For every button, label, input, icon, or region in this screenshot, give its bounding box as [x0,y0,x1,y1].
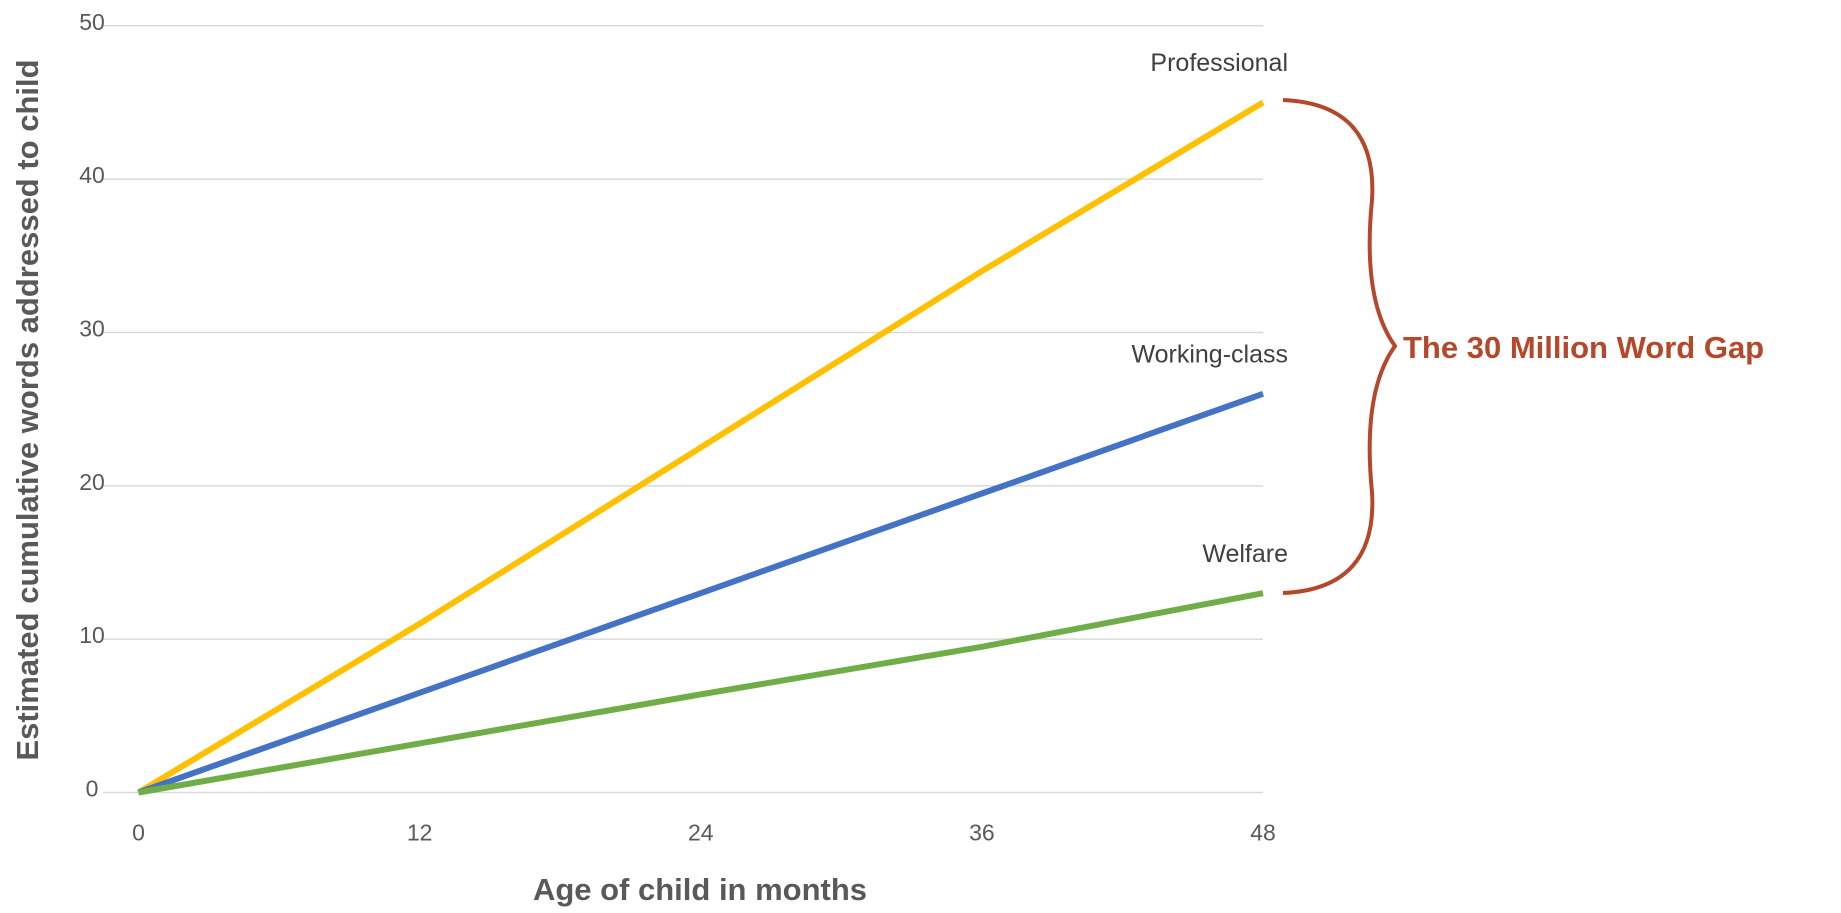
lines [136,99,1265,796]
series-line [136,99,1265,796]
y-tick-label: 20 [79,469,105,495]
y-tick-label: 50 [79,9,105,35]
grid [103,25,1263,794]
x-axis-title: Age of child in months [533,872,867,907]
series-label: Professional [1150,49,1288,77]
annotation: The 30 Million Word Gap [1403,330,1764,365]
series-label: Working-class [1131,340,1288,368]
x-tick-label: 24 [688,820,714,846]
y-tick-label: 10 [79,622,105,648]
series-label: Welfare [1202,540,1288,568]
x-tick-label: 48 [1250,820,1276,846]
series-line [137,390,1265,796]
y-tick-label: 40 [79,162,105,188]
x-tick-label: 36 [969,820,995,846]
labels: 0 10 20 30 40 50 0 12 24 36 48 Professional Working-… [79,9,1288,846]
y-axis-title: Estimated cumulative words addressed to … [10,59,45,760]
y-tick-label: 30 [79,316,105,342]
gap-brace [1282,98,1398,595]
x-tick-label: 0 [132,820,145,846]
x-tick-label: 12 [407,820,433,846]
y-tick-label: 0 [86,776,99,802]
series-line [137,590,1264,796]
